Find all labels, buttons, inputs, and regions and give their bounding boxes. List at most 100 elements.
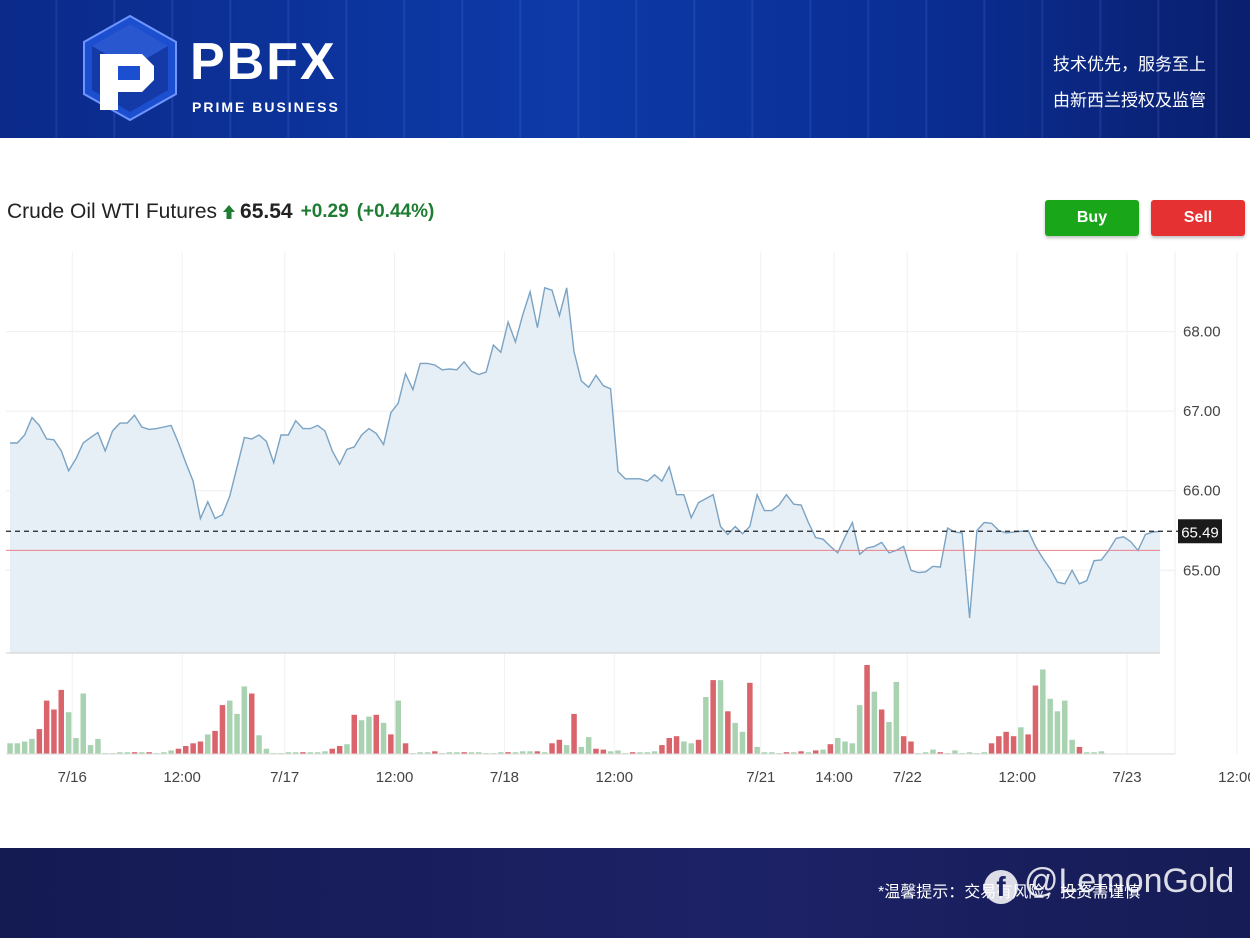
volume-bar <box>761 752 768 754</box>
price-area <box>6 286 1180 654</box>
volume-bar <box>571 713 577 754</box>
volume-bar <box>505 752 511 754</box>
volume-bar <box>168 750 174 754</box>
volume-bar <box>344 744 350 754</box>
volume-bar <box>1062 700 1068 754</box>
tagline-2: 由新西兰授权及监管 <box>1053 91 1206 110</box>
volume-bar <box>1040 669 1046 754</box>
volume-bar <box>263 748 270 754</box>
volume-bar <box>402 743 409 754</box>
price-area-fill <box>10 287 1160 653</box>
volume-bar <box>131 752 138 754</box>
volume-bar <box>366 716 372 754</box>
volume-bar <box>637 752 643 754</box>
instrument-price: 65.54 <box>240 200 293 223</box>
instrument-change: +0.29 <box>300 201 349 222</box>
volume-bar <box>952 750 958 754</box>
x-tick-label: 12:00 <box>1218 769 1250 786</box>
volume-bar <box>161 752 167 754</box>
volume-bar <box>73 738 79 754</box>
x-tick-label: 12:00 <box>163 769 201 786</box>
volume-bar <box>937 752 943 754</box>
volume-bar <box>183 746 189 754</box>
volume-bar <box>446 752 453 754</box>
volume-bar <box>820 749 826 755</box>
volume-bar <box>424 752 431 754</box>
volume-bar <box>1025 734 1031 754</box>
volume-bar <box>849 743 856 754</box>
volume-bar <box>988 743 995 754</box>
pbfx-logo-icon <box>83 14 177 122</box>
volume-bar <box>65 712 72 754</box>
volume-bar <box>688 743 694 754</box>
volume-bar <box>930 749 936 755</box>
y-tick-label: 66.00 <box>1183 483 1221 500</box>
volume-bar <box>197 741 204 754</box>
y-tick-label: 67.00 <box>1183 403 1221 420</box>
instrument-header: Crude Oil WTI Futures 65.54 +0.29 (+0.44… <box>7 198 434 226</box>
volume-bar <box>498 752 504 754</box>
volume-bar <box>256 735 262 754</box>
volume-bar <box>461 752 467 754</box>
volume-bar <box>7 743 13 754</box>
price-chart: 65.00 66.00 67.00 68.00 65.49 7/16 12:00 7/17 12… <box>6 252 1250 786</box>
volume-bar <box>1098 751 1105 754</box>
volume-bar <box>864 665 870 754</box>
volume-bar <box>563 745 570 754</box>
volume-bar <box>117 752 123 754</box>
volume-bar <box>600 749 607 755</box>
volume-bar <box>336 746 343 754</box>
volume-bar <box>227 700 233 754</box>
volume-bars <box>6 665 1175 755</box>
volume-bar <box>476 752 482 754</box>
volume-bar <box>1069 739 1075 754</box>
volume-bar <box>659 745 665 754</box>
watermark: @LemonGold <box>1024 862 1235 900</box>
volume-bar <box>739 731 746 755</box>
volume-bar <box>58 689 64 754</box>
volume-bar <box>842 741 848 754</box>
volume-bar <box>190 743 196 754</box>
volume-bar <box>1003 731 1009 755</box>
volume-bar <box>388 734 394 754</box>
volume-bar <box>292 752 299 754</box>
volume-bar <box>1032 685 1039 754</box>
volume-bar <box>1018 727 1024 754</box>
last-price-label: 65.49 <box>1181 524 1219 541</box>
buy-button[interactable]: Buy <box>1045 200 1139 236</box>
volume-bar <box>791 752 797 754</box>
chart-axes: 65.00 66.00 67.00 68.00 65.49 7/16 12:00 7/17 12… <box>58 324 1250 786</box>
volume-bar <box>732 722 738 754</box>
volume-bar <box>747 682 753 754</box>
volume-bar <box>43 700 50 754</box>
sell-button[interactable]: Sell <box>1151 200 1245 236</box>
x-tick-label: 7/17 <box>270 769 299 786</box>
volume-bar <box>432 751 438 754</box>
tagline-1: 技术优先，服务至上 <box>1053 55 1206 74</box>
price-line <box>10 286 1161 619</box>
volume-bar <box>900 736 907 754</box>
volume-bar <box>395 700 401 754</box>
volume-bar <box>607 751 614 754</box>
volume-bar <box>351 714 357 754</box>
arrow-up-icon <box>223 205 236 219</box>
volume-bar <box>87 745 94 754</box>
volume-bar <box>300 752 306 754</box>
volume-bar <box>329 748 335 754</box>
footer-banner: *温馨提示：交易有风险，投资需谨慎 f @LemonGold <box>0 848 1250 938</box>
volume-bar <box>673 736 680 754</box>
volume-bar <box>681 741 687 754</box>
volume-bar <box>212 730 218 754</box>
volume-bar <box>886 722 892 754</box>
volume-bar <box>175 748 182 754</box>
volume-bar <box>468 752 475 754</box>
volume-bar <box>893 681 900 754</box>
volume-bar <box>1076 746 1083 754</box>
volume-bar <box>827 744 834 754</box>
volume-bar <box>578 746 585 754</box>
volume-bar <box>29 738 35 754</box>
volume-bar <box>139 752 145 754</box>
volume-bar <box>95 738 101 754</box>
volume-bar <box>593 748 599 754</box>
volume-bar <box>512 752 519 754</box>
